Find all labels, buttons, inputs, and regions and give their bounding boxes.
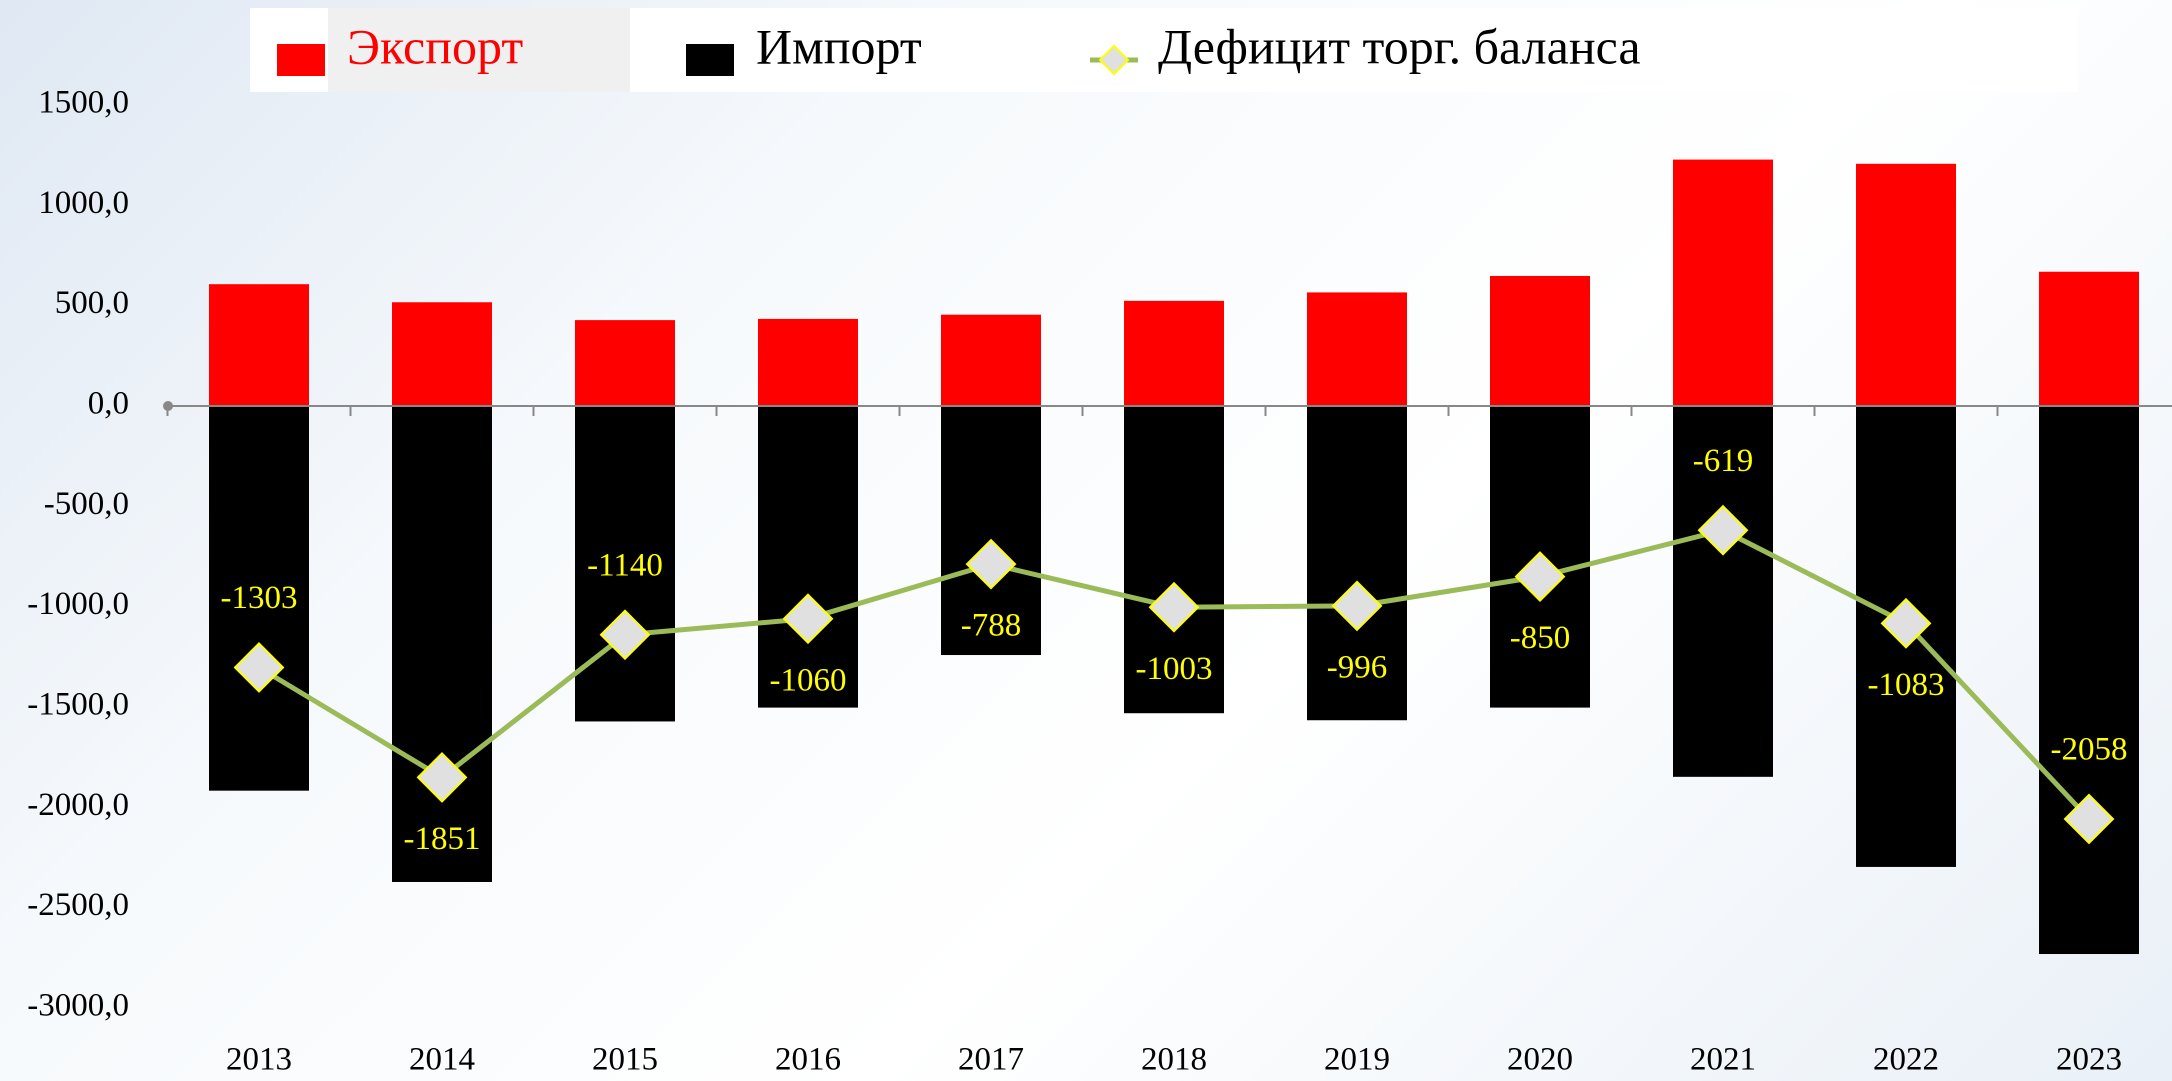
bar — [392, 406, 492, 882]
x-tick-label: 2015 — [592, 1042, 658, 1078]
marker — [233, 642, 285, 693]
x-tick-label: 2023 — [2056, 1042, 2122, 1078]
bar — [2039, 271, 2139, 406]
data-label: -1140 — [587, 547, 663, 583]
bar — [392, 302, 492, 406]
x-tick-label: 2016 — [775, 1042, 841, 1078]
legend-swatch — [686, 44, 734, 76]
marker — [1697, 504, 1749, 556]
y-tick-label: -2000,0 — [27, 787, 129, 823]
data-label: -788 — [961, 608, 1022, 644]
y-tick-label: -1000,0 — [27, 586, 129, 622]
bar — [758, 318, 858, 406]
marker — [965, 538, 1017, 590]
data-label: -1060 — [770, 662, 847, 698]
bar — [1307, 292, 1407, 406]
data-label: -1003 — [1136, 651, 1213, 687]
bar — [941, 314, 1041, 406]
y-tick-label: -500,0 — [44, 486, 129, 522]
data-label: -996 — [1327, 649, 1388, 685]
bar — [1490, 275, 1590, 406]
marker — [2063, 793, 2115, 845]
marker — [1148, 581, 1200, 633]
marker — [416, 752, 468, 803]
y-tick-label: 1500,0 — [38, 85, 129, 121]
bar — [1856, 163, 1956, 406]
bar — [575, 406, 675, 722]
x-tick-label: 2019 — [1324, 1042, 1390, 1078]
x-tick-label: 2020 — [1507, 1042, 1573, 1078]
y-tick-label: 500,0 — [55, 285, 129, 321]
x-tick-label: 2014 — [409, 1042, 475, 1078]
data-label: -1851 — [404, 821, 481, 857]
data-label: -619 — [1693, 443, 1754, 479]
bar — [1307, 406, 1407, 721]
marker — [1880, 597, 1932, 649]
marker — [1331, 580, 1383, 632]
legend-label: Дефицит торг. баланса — [1158, 18, 1641, 74]
x-tick-label: 2017 — [958, 1042, 1024, 1078]
x-tick-label: 2022 — [1873, 1042, 1939, 1078]
y-tick-label: -1500,0 — [27, 687, 129, 723]
legend-highlight — [328, 8, 630, 92]
bar — [2039, 406, 2139, 955]
bar — [1673, 159, 1773, 406]
legend-marker — [1098, 44, 1130, 76]
marker — [1514, 551, 1566, 602]
bar — [1124, 406, 1224, 714]
data-label: -1303 — [221, 580, 298, 616]
data-label: -1083 — [1868, 667, 1945, 703]
marker — [599, 609, 651, 661]
y-tick-label: -2500,0 — [27, 887, 129, 923]
data-label: -850 — [1510, 620, 1571, 656]
x-tick-label: 2018 — [1141, 1042, 1207, 1078]
x-tick-label: 2013 — [226, 1042, 292, 1078]
bar — [941, 406, 1041, 656]
data-label: -2058 — [2051, 732, 2128, 768]
legend-label: Экспорт — [347, 18, 523, 74]
bar — [209, 406, 309, 791]
x-tick-label: 2021 — [1690, 1042, 1756, 1078]
y-tick-label: 0,0 — [88, 386, 129, 422]
y-tick-label: -3000,0 — [27, 988, 129, 1024]
bar — [575, 320, 675, 406]
bar — [758, 406, 858, 708]
bar — [1124, 300, 1224, 406]
legend-swatch — [277, 44, 325, 76]
legend-label: Импорт — [756, 18, 922, 74]
bar — [209, 284, 309, 406]
bar — [1673, 406, 1773, 777]
marker — [782, 593, 834, 645]
y-tick-label: 1000,0 — [38, 185, 129, 221]
